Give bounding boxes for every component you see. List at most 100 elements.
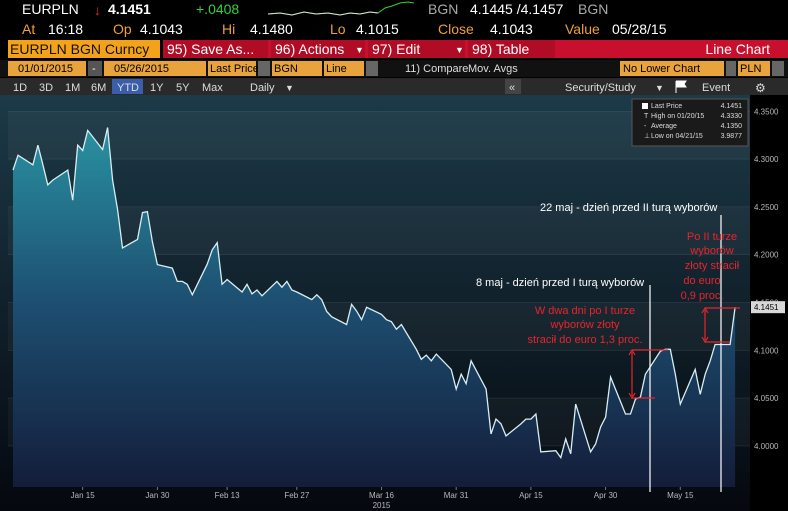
y-tick-label: 4.2000 [754,251,779,260]
dropdown-arrow[interactable]: ▼ [355,45,364,55]
range-button[interactable]: 1M [65,82,80,94]
range-button[interactable]: 1Y [150,82,164,94]
legend-value: 3.9877 [721,133,743,140]
button[interactable] [271,40,365,58]
range-button[interactable]: Max [202,82,223,94]
x-tick-label: Jan 15 [71,491,96,500]
toolbar-buttons: 95) Save As... 96) Actions ▼ 97) Edit ▼ … [163,40,770,58]
range-button[interactable]: 3D [39,82,53,94]
red-arrow [628,348,668,400]
field-text[interactable]: Line [326,63,347,75]
field[interactable] [324,61,364,76]
red-arrow [701,306,740,344]
annotation-red: Po II turze [687,231,737,243]
annotation-red: wyborów złoty [549,319,620,331]
dropdown-arrow[interactable]: ▼ [285,83,294,93]
button[interactable] [163,40,268,58]
y-tick-label: 4.0000 [754,442,779,451]
change: +.0408 [196,1,239,17]
button[interactable] [505,79,521,94]
y-tick-label: 4.0500 [754,394,779,403]
annotation-red: złoty stracił [685,260,740,272]
field[interactable] [272,61,322,76]
range-bar [0,78,788,95]
ticker: EURPLN [22,1,79,17]
compare[interactable]: 11) Compare [405,63,468,75]
field[interactable] [8,61,86,76]
source: BGN [578,1,608,17]
button[interactable] [368,40,465,58]
button-label[interactable]: 98) Table [472,41,530,57]
x-tick-label: Jan 30 [145,491,170,500]
dropdown-arrow[interactable]: ▼ [455,45,464,55]
down-arrow: ↓ [94,2,101,18]
button-label[interactable]: 95) Save As... [167,41,254,57]
legend: Last Price 4.1451 T High on 01/20/15 4.3… [631,98,749,147]
dropdown[interactable] [366,61,378,76]
dropdown-arrow[interactable]: ▼ [655,83,664,93]
sparkline-base [267,11,379,16]
button[interactable] [468,40,555,58]
annotation: 8 maj - dzień przed I turą wyborów [476,277,644,289]
field-text[interactable]: 05/26/2015 [114,63,169,75]
range-button[interactable]: YTD [117,82,139,94]
legend-icon: ⊥ [644,133,650,140]
flag-icon [675,80,687,93]
field[interactable] [620,61,724,76]
field[interactable] [104,61,206,76]
annotation-red: W dwa dni po I turze [535,305,635,317]
range-button[interactable]: 5Y [176,82,190,94]
field-text[interactable]: BGN [274,63,298,75]
y-tick-label: 4.2500 [754,203,779,212]
x-tick-label: Apr 30 [594,491,618,500]
studies[interactable]: Mov. Avgs [468,63,518,75]
field-text: - [92,63,96,75]
period[interactable]: Daily [250,82,275,94]
field-text[interactable]: No Lower Chart [623,63,700,75]
event[interactable]: Event [702,82,730,94]
legend-icon: T [644,113,649,120]
range-buttons: 1D 3D 1M 6M YTD 1Y 5Y Max [13,79,223,94]
price-line [12,127,736,460]
legend-icon: - [644,123,647,130]
dropdown[interactable] [726,61,736,76]
label: Value [565,21,600,37]
range-button[interactable]: 6M [91,82,106,94]
area [13,127,736,487]
source: BGN [428,1,458,17]
y-tick-label: 4.1000 [754,346,779,355]
dropdown[interactable] [772,61,784,76]
field-text[interactable]: PLN [740,63,761,75]
button-label[interactable]: 97) Edit [372,41,420,57]
annotation-red: do euro [683,275,720,287]
last-price-tag [751,301,785,314]
button-label[interactable]: 96) Actions [275,41,344,57]
field-text[interactable]: Last Price [210,63,259,75]
label: At [22,21,35,37]
settings: 01/01/2015 - 05/26/2015 Last Price BGN L… [8,61,784,76]
dropdown[interactable] [258,61,270,76]
x-tick-label: Feb 27 [284,491,309,500]
label: Hi [222,21,235,37]
study[interactable]: Security/Study [565,82,636,94]
security[interactable]: EURPLN BGN Curncy [10,41,149,57]
range-active[interactable] [112,79,143,94]
label: Close [438,21,474,37]
field-text[interactable]: 01/01/2015 [18,63,73,75]
security-box[interactable] [8,40,160,58]
value: 4.1043 [140,21,183,37]
y-tick-label: 4.3500 [754,107,779,116]
legend-label: Low on 04/21/15 [651,133,703,140]
field[interactable] [208,61,256,76]
field[interactable] [738,61,770,76]
field [88,61,102,76]
back[interactable]: « [509,82,515,94]
range-button[interactable]: 1D [13,82,27,94]
x-tick-label: Apr 15 [519,491,543,500]
x-tick-label: May 15 [667,491,694,500]
legend-value: 4.1350 [721,123,743,130]
gear-icon[interactable]: ⚙ [755,81,766,95]
chart-kind[interactable]: Line Chart [705,41,770,57]
